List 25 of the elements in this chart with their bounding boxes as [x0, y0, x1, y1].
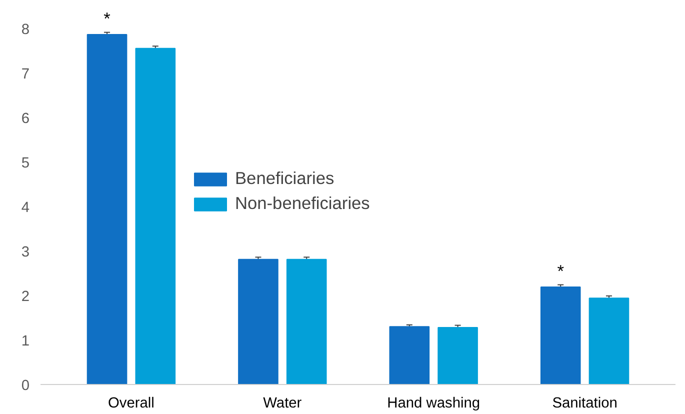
y-tick-label: 7 [21, 66, 30, 82]
x-tick-label: Sanitation [552, 396, 618, 412]
text: * [104, 8, 111, 28]
y-tick-label: 5 [21, 155, 30, 172]
y-tick-label: 0 [21, 378, 30, 394]
bar [389, 326, 430, 384]
x-tick-label: Hand washing [387, 396, 480, 412]
bar [135, 48, 176, 384]
y-tick-label: 6 [21, 110, 30, 127]
bar [86, 34, 128, 384]
annotation: * [557, 260, 564, 281]
y-tick-label: 1 [21, 333, 30, 350]
y-tick-label: 8 [21, 22, 30, 38]
bar [540, 286, 581, 384]
bar [588, 298, 630, 384]
bar [438, 327, 478, 384]
legend-label: Beneficiaries [235, 168, 334, 189]
x-tick-label: Water [263, 396, 302, 412]
x-tick-label: Overall [108, 396, 154, 412]
legend-label: Non-beneficiaries [235, 193, 370, 214]
bar [286, 258, 327, 384]
y-tick-label: 4 [21, 200, 30, 216]
y-tick-label: 2 [21, 288, 30, 305]
y-tick-label: 3 [21, 244, 30, 260]
bar [238, 258, 278, 384]
